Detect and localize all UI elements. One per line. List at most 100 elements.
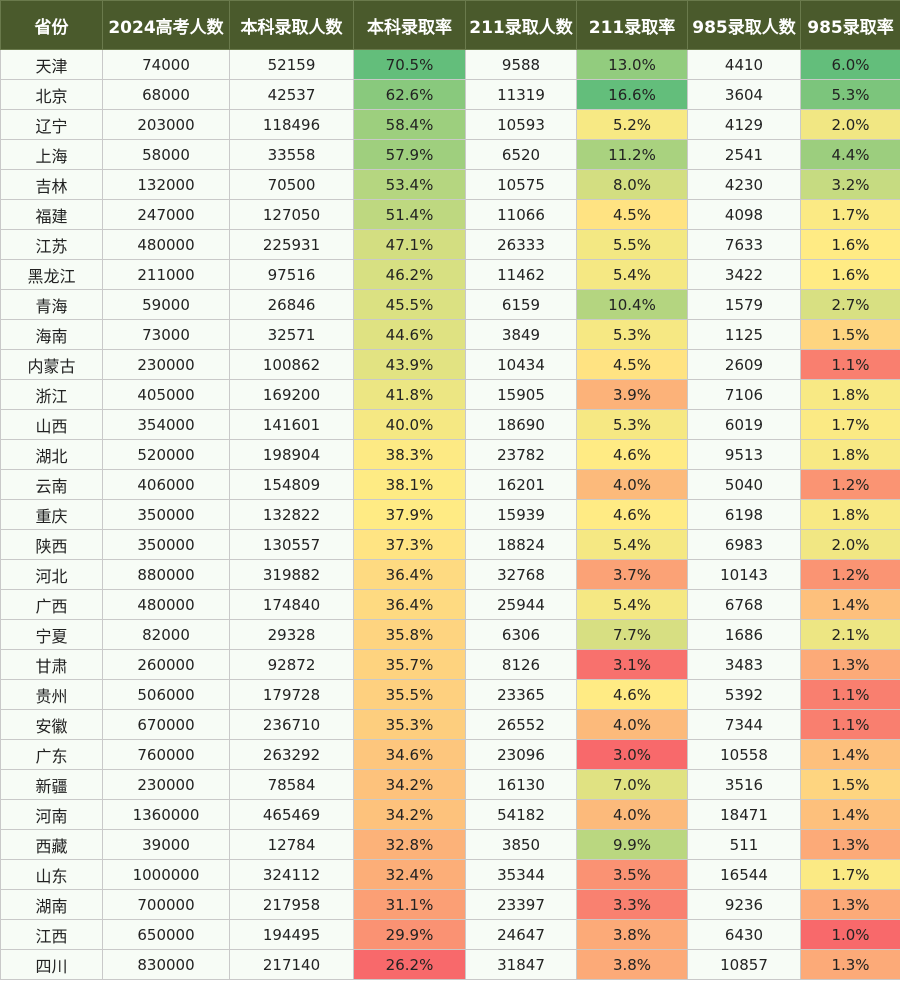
count-cell: 520000 bbox=[102, 439, 230, 470]
table-row: 天津 74000 52159 70.5% 9588 13.0% 4410 6.0% bbox=[0, 49, 900, 80]
count-cell: 7344 bbox=[687, 709, 801, 740]
count-cell: 33558 bbox=[229, 139, 354, 170]
count-cell: 23397 bbox=[465, 889, 577, 920]
count-cell: 405000 bbox=[102, 379, 230, 410]
rate-cell: 32.4% bbox=[353, 859, 466, 890]
rate-cell: 35.3% bbox=[353, 709, 466, 740]
count-cell: 480000 bbox=[102, 229, 230, 260]
rate-cell: 38.1% bbox=[353, 469, 466, 500]
count-cell: 118496 bbox=[229, 109, 354, 140]
rate-cell: 2.7% bbox=[800, 289, 900, 320]
rate-cell: 4.6% bbox=[576, 439, 688, 470]
column-header: 本科录取率 bbox=[353, 0, 466, 50]
rate-cell: 16.6% bbox=[576, 79, 688, 110]
count-cell: 73000 bbox=[102, 319, 230, 350]
rate-cell: 40.0% bbox=[353, 409, 466, 440]
rate-cell: 1.5% bbox=[800, 769, 900, 800]
table-row: 西藏 39000 12784 32.8% 3850 9.9% 511 1.3% bbox=[0, 829, 900, 860]
rate-cell: 1.3% bbox=[800, 949, 900, 980]
count-cell: 7106 bbox=[687, 379, 801, 410]
count-cell: 5392 bbox=[687, 679, 801, 710]
count-cell: 1360000 bbox=[102, 799, 230, 830]
count-cell: 9513 bbox=[687, 439, 801, 470]
rate-cell: 57.9% bbox=[353, 139, 466, 170]
rate-cell: 10.4% bbox=[576, 289, 688, 320]
province-cell: 安徽 bbox=[0, 709, 103, 740]
count-cell: 6983 bbox=[687, 529, 801, 560]
count-cell: 130557 bbox=[229, 529, 354, 560]
table-row: 青海 59000 26846 45.5% 6159 10.4% 1579 2.7% bbox=[0, 289, 900, 320]
province-cell: 海南 bbox=[0, 319, 103, 350]
province-cell: 贵州 bbox=[0, 679, 103, 710]
table-row: 海南 73000 32571 44.6% 3849 5.3% 1125 1.5% bbox=[0, 319, 900, 350]
count-cell: 25944 bbox=[465, 589, 577, 620]
rate-cell: 4.0% bbox=[576, 799, 688, 830]
count-cell: 465469 bbox=[229, 799, 354, 830]
count-cell: 511 bbox=[687, 829, 801, 860]
count-cell: 247000 bbox=[102, 199, 230, 230]
rate-cell: 5.2% bbox=[576, 109, 688, 140]
count-cell: 263292 bbox=[229, 739, 354, 770]
rate-cell: 6.0% bbox=[800, 49, 900, 80]
rate-cell: 5.4% bbox=[576, 259, 688, 290]
table-row: 山西 354000 141601 40.0% 18690 5.3% 6019 1.7% bbox=[0, 409, 900, 440]
rate-cell: 7.7% bbox=[576, 619, 688, 650]
rate-cell: 1.8% bbox=[800, 439, 900, 470]
rate-cell: 1.4% bbox=[800, 589, 900, 620]
count-cell: 11066 bbox=[465, 199, 577, 230]
rate-cell: 45.5% bbox=[353, 289, 466, 320]
table-header: 省份 2024高考人数 本科录取人数 本科录取率 211录取人数 211录取率 985录取人… bbox=[0, 0, 900, 50]
rate-cell: 38.3% bbox=[353, 439, 466, 470]
count-cell: 16544 bbox=[687, 859, 801, 890]
province-cell: 河北 bbox=[0, 559, 103, 590]
count-cell: 350000 bbox=[102, 499, 230, 530]
count-cell: 132000 bbox=[102, 169, 230, 200]
count-cell: 141601 bbox=[229, 409, 354, 440]
count-cell: 39000 bbox=[102, 829, 230, 860]
count-cell: 32571 bbox=[229, 319, 354, 350]
count-cell: 174840 bbox=[229, 589, 354, 620]
count-cell: 211000 bbox=[102, 259, 230, 290]
rate-cell: 1.8% bbox=[800, 379, 900, 410]
count-cell: 31847 bbox=[465, 949, 577, 980]
count-cell: 74000 bbox=[102, 49, 230, 80]
rate-cell: 34.2% bbox=[353, 799, 466, 830]
rate-cell: 13.0% bbox=[576, 49, 688, 80]
table-row: 北京 68000 42537 62.6% 11319 16.6% 3604 5.3% bbox=[0, 79, 900, 110]
count-cell: 4098 bbox=[687, 199, 801, 230]
province-cell: 江苏 bbox=[0, 229, 103, 260]
count-cell: 9236 bbox=[687, 889, 801, 920]
count-cell: 68000 bbox=[102, 79, 230, 110]
rate-cell: 4.5% bbox=[576, 199, 688, 230]
rate-cell: 11.2% bbox=[576, 139, 688, 170]
province-cell: 西藏 bbox=[0, 829, 103, 860]
count-cell: 26333 bbox=[465, 229, 577, 260]
rate-cell: 26.2% bbox=[353, 949, 466, 980]
table-row: 浙江 405000 169200 41.8% 15905 3.9% 7106 1.8% bbox=[0, 379, 900, 410]
count-cell: 92872 bbox=[229, 649, 354, 680]
province-cell: 宁夏 bbox=[0, 619, 103, 650]
column-header: 211录取率 bbox=[576, 0, 688, 50]
count-cell: 3516 bbox=[687, 769, 801, 800]
count-cell: 82000 bbox=[102, 619, 230, 650]
rate-cell: 5.3% bbox=[576, 319, 688, 350]
rate-cell: 3.3% bbox=[576, 889, 688, 920]
rate-cell: 3.9% bbox=[576, 379, 688, 410]
count-cell: 230000 bbox=[102, 769, 230, 800]
count-cell: 10575 bbox=[465, 169, 577, 200]
count-cell: 42537 bbox=[229, 79, 354, 110]
count-cell: 319882 bbox=[229, 559, 354, 590]
province-cell: 吉林 bbox=[0, 169, 103, 200]
table-row: 河北 880000 319882 36.4% 32768 3.7% 10143 1.2% bbox=[0, 559, 900, 590]
count-cell: 169200 bbox=[229, 379, 354, 410]
province-cell: 广西 bbox=[0, 589, 103, 620]
rate-cell: 3.5% bbox=[576, 859, 688, 890]
rate-cell: 37.9% bbox=[353, 499, 466, 530]
count-cell: 198904 bbox=[229, 439, 354, 470]
count-cell: 15939 bbox=[465, 499, 577, 530]
province-cell: 云南 bbox=[0, 469, 103, 500]
column-header: 985录取率 bbox=[800, 0, 900, 50]
province-cell: 浙江 bbox=[0, 379, 103, 410]
count-cell: 217140 bbox=[229, 949, 354, 980]
rate-cell: 2.0% bbox=[800, 109, 900, 140]
